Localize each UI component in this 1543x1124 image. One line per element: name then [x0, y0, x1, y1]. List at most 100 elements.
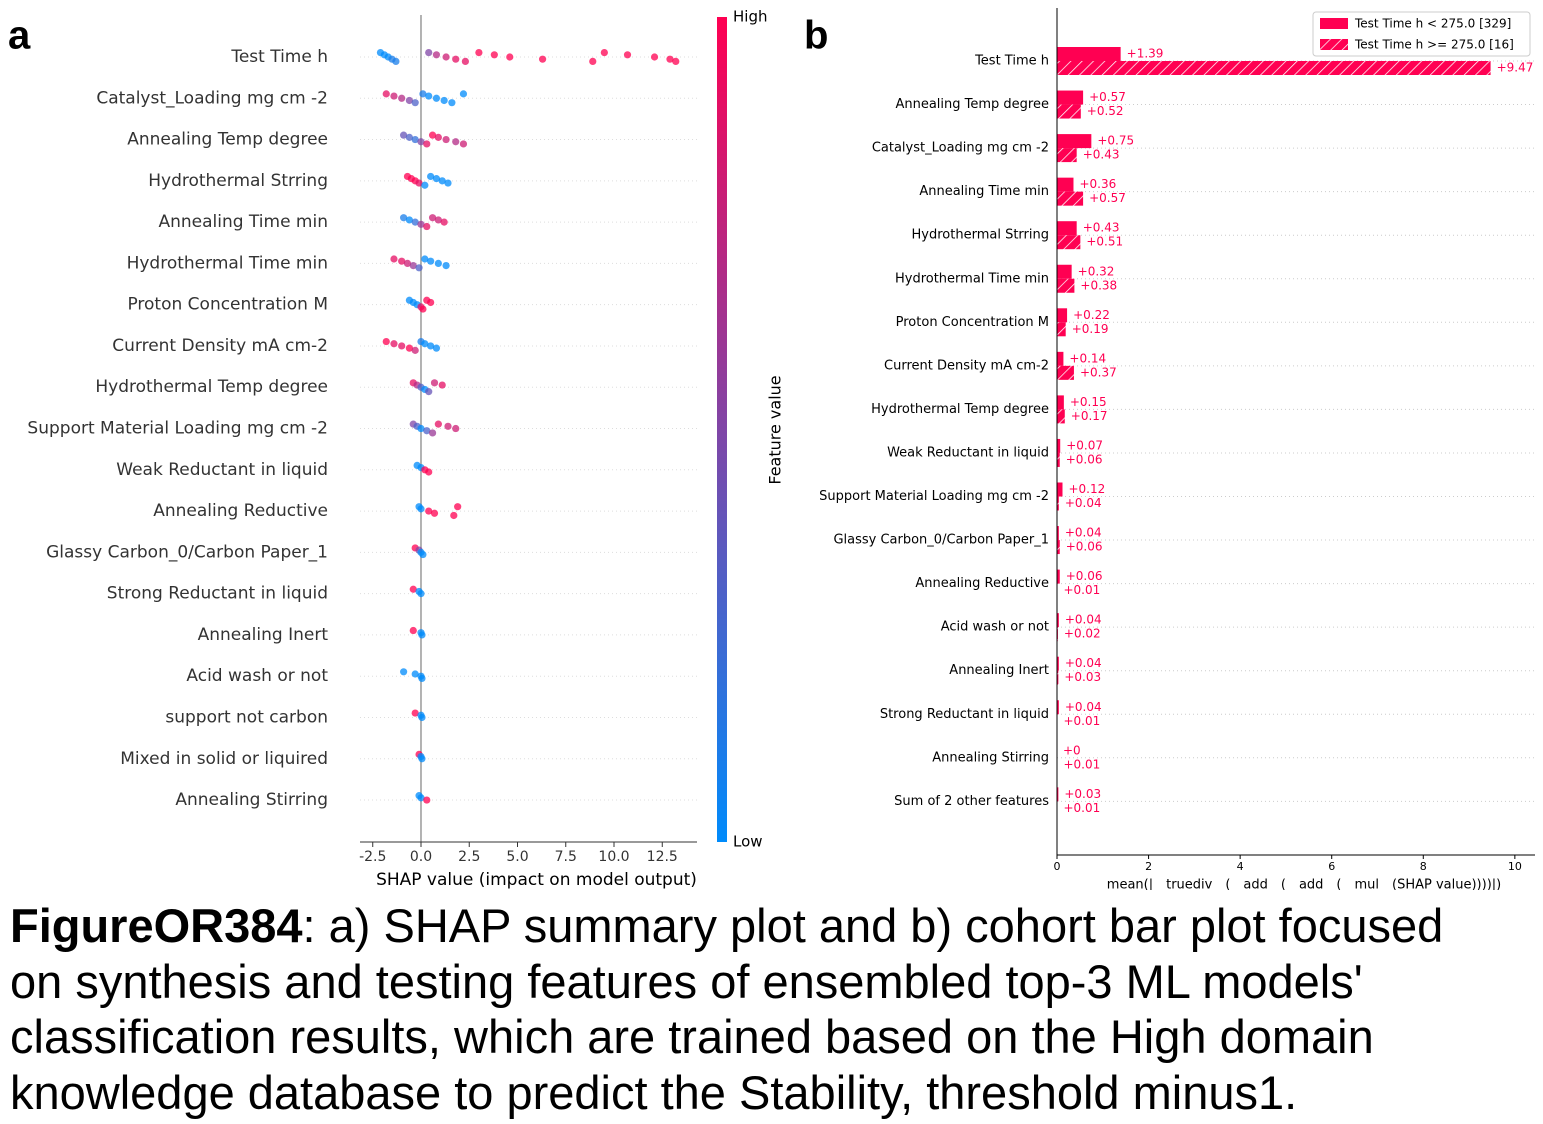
dot [417, 505, 425, 513]
y-tick-label: Weak Reductant in liquid [116, 460, 328, 480]
y-tick-label: Annealing Time min [919, 184, 1049, 199]
caption-line: knowledge database to predict the Stabil… [10, 1065, 1443, 1121]
dot [459, 140, 468, 148]
value-label: +0.04 [1065, 496, 1102, 510]
dot [448, 99, 456, 107]
dot [438, 177, 446, 185]
value-label: +0.36 [1079, 177, 1116, 191]
dot [432, 51, 441, 59]
x-axis-label: mean(|__truediv__(__add__(__add__(__mul_… [1107, 878, 1501, 891]
dot [432, 94, 441, 102]
value-label: +0.38 [1080, 278, 1117, 292]
dot [411, 346, 419, 354]
bar [1057, 540, 1060, 555]
y-tick-label: Glassy Carbon_0/Carbon Paper_1 [46, 542, 328, 562]
x-axis-label: SHAP value (impact on model output) [376, 870, 697, 890]
x-tick-label: 0.0 [410, 849, 432, 865]
value-label: +1.39 [1127, 47, 1164, 61]
caption: FigureOR384: a) SHAP summary plot and b)… [10, 898, 1443, 1120]
value-label: +0.04 [1065, 656, 1102, 670]
y-tick-label: Acid wash or not [186, 666, 328, 686]
y-tick-label: Catalyst_Loading mg cm -2 [96, 88, 328, 108]
value-label: +0.01 [1063, 583, 1100, 597]
dot [390, 92, 398, 100]
dot [417, 590, 425, 598]
y-tick-label: Hydrothermal Strring [148, 171, 328, 191]
bar [1057, 322, 1066, 337]
value-label: +0.12 [1068, 482, 1105, 496]
dot [432, 344, 441, 352]
dot [442, 262, 450, 270]
colorbar [717, 17, 727, 842]
dot [390, 340, 398, 348]
colorbar-high: High [733, 8, 767, 26]
dot [425, 507, 433, 515]
dot [461, 57, 469, 65]
value-label: +0.07 [1066, 438, 1103, 452]
caption-line: FigureOR384: a) SHAP summary plot and b)… [10, 898, 1443, 954]
dot [440, 218, 448, 226]
dot [444, 422, 452, 430]
bar [1057, 351, 1064, 366]
caption-text: classification results, which are traine… [10, 1010, 1374, 1063]
dot [434, 259, 442, 267]
y-tick-label: Annealing Reductive [153, 501, 328, 521]
dot [459, 90, 468, 98]
dot [672, 57, 680, 65]
value-label: +0.75 [1097, 134, 1134, 148]
caption-line: classification results, which are traine… [10, 1009, 1443, 1065]
dot [405, 133, 414, 141]
y-tick-label: Glassy Carbon_0/Carbon Paper_1 [833, 533, 1049, 548]
bar [1057, 47, 1121, 61]
bar [1057, 656, 1059, 671]
caption-line: on synthesis and testing features of ens… [10, 954, 1443, 1010]
dot [403, 259, 412, 267]
value-label: +0 [1063, 743, 1081, 757]
dot [454, 503, 462, 511]
value-label: +0.37 [1080, 365, 1117, 379]
dot [490, 51, 498, 59]
dot [417, 794, 425, 802]
dot [411, 99, 419, 107]
y-tick-label: Annealing Stirring [175, 790, 328, 810]
bar [1057, 787, 1059, 802]
dot [421, 255, 429, 263]
dot [415, 179, 423, 187]
legend-label: Test Time h < 275.0 [329] [1354, 17, 1511, 31]
x-tick-label: 12.5 [647, 849, 678, 865]
dot [452, 138, 460, 146]
dot [425, 92, 433, 100]
bar [1057, 90, 1084, 105]
value-label: +0.17 [1071, 409, 1108, 423]
x-tick-label: 5.0 [506, 849, 528, 865]
y-tick-label: Hydrothermal Strring [912, 228, 1049, 243]
dot [418, 631, 426, 639]
dot [427, 257, 435, 265]
value-label: +0.01 [1063, 801, 1100, 815]
dot [425, 49, 433, 57]
value-label: +0.01 [1063, 714, 1100, 728]
y-tick-label: Sum of 2 other features [894, 794, 1049, 809]
dot [430, 379, 439, 387]
y-tick-label: Strong Reductant in liquid [107, 584, 328, 604]
x-tick-label: 2.5 [458, 849, 480, 865]
value-label: +0.06 [1066, 452, 1103, 466]
value-label: +0.01 [1063, 757, 1100, 771]
value-label: +0.06 [1066, 540, 1103, 554]
dot [623, 51, 632, 59]
dot [398, 342, 406, 350]
dot [442, 135, 450, 144]
x-tick-label: 7.5 [555, 849, 577, 865]
dot [382, 90, 390, 98]
y-tick-label: Mixed in solid or liquired [120, 749, 328, 769]
y-tick-label: Hydrothermal Temp degree [95, 377, 328, 397]
value-label: +0.04 [1065, 526, 1102, 540]
y-tick-label: Support Material Loading mg cm -2 [819, 489, 1049, 504]
value-label: +0.02 [1064, 627, 1101, 641]
dot [506, 53, 514, 61]
bar [1057, 395, 1064, 410]
caption-label: FigureOR384 [10, 899, 303, 952]
dot [419, 90, 427, 98]
x-tick-label: -2.5 [359, 849, 386, 865]
